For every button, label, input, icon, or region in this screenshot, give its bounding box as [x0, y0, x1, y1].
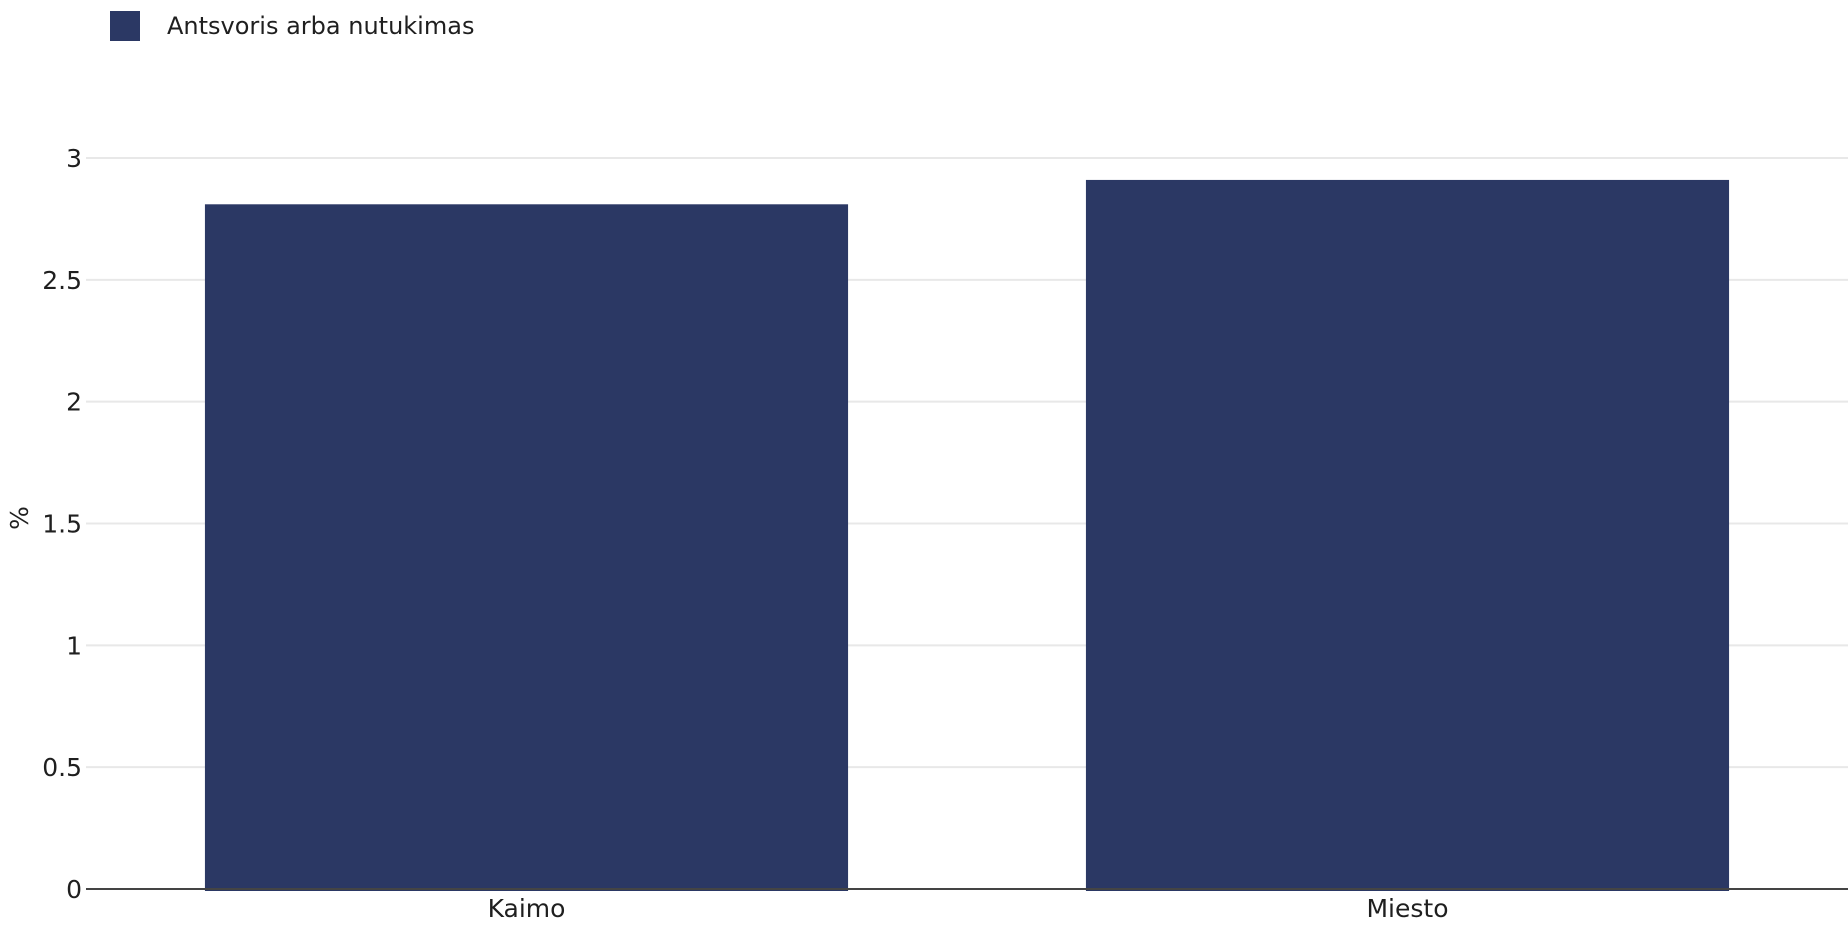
y-tick-label: 1.5	[42, 510, 82, 539]
y-tick-label: 0	[66, 875, 82, 904]
bars	[204, 179, 1730, 892]
y-tick-label: 3	[66, 144, 82, 173]
y-tick-label: 0.5	[42, 753, 82, 782]
y-axis-title: %	[5, 506, 34, 530]
y-tick-label: 2.5	[42, 266, 82, 295]
axes: 0 0.5 1 1.5 2 2.5 3 Kaimo Miesto	[42, 144, 1848, 923]
bar-kaimo	[204, 204, 849, 892]
legend-swatch	[110, 11, 140, 41]
chart-legend: Antsvoris arba nutukimas	[110, 11, 474, 41]
x-tick-label: Kaimo	[488, 894, 566, 923]
x-tick-label: Miesto	[1366, 894, 1448, 923]
legend-label: Antsvoris arba nutukimas	[167, 12, 475, 40]
y-tick-label: 1	[66, 631, 82, 660]
y-tick-label: 2	[66, 388, 82, 417]
bar-miesto	[1085, 179, 1730, 891]
